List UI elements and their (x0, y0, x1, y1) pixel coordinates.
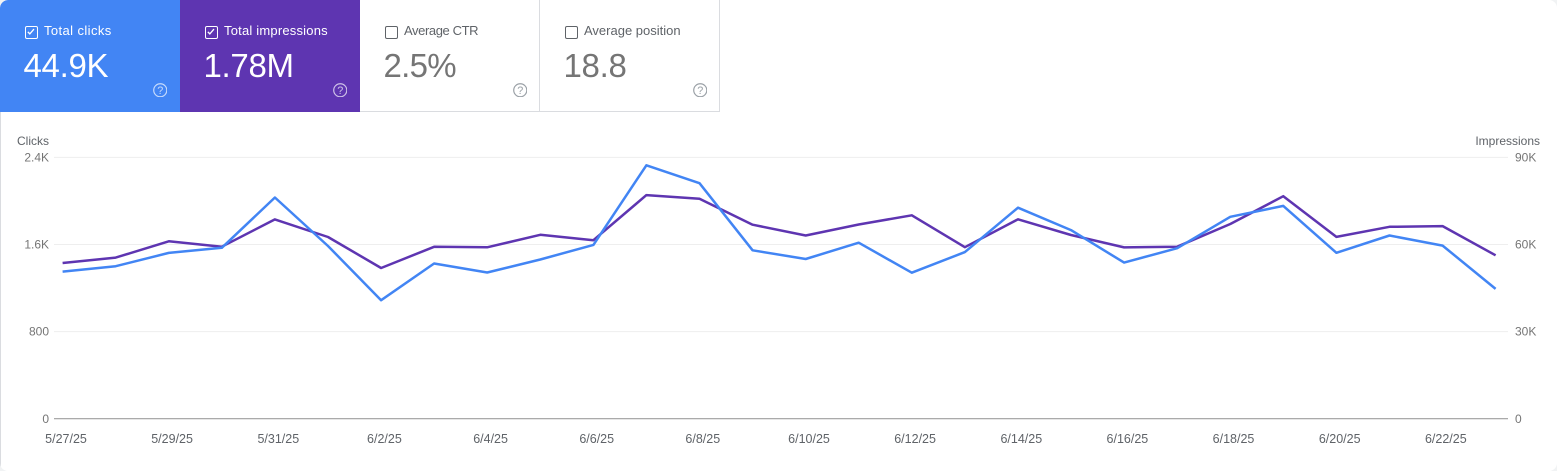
svg-text:30K: 30K (1515, 325, 1536, 339)
svg-text:?: ? (517, 84, 523, 96)
svg-text:60K: 60K (1515, 238, 1536, 252)
svg-text:6/12/25: 6/12/25 (894, 432, 936, 446)
svg-text:800: 800 (29, 325, 49, 339)
svg-text:6/10/25: 6/10/25 (788, 432, 830, 446)
svg-text:90K: 90K (1515, 151, 1536, 165)
svg-text:0: 0 (1515, 412, 1522, 426)
svg-text:5/27/25: 5/27/25 (45, 432, 87, 446)
svg-text:6/2/25: 6/2/25 (367, 432, 402, 446)
svg-text:6/22/25: 6/22/25 (1425, 432, 1467, 446)
svg-text:2.4K: 2.4K (24, 151, 49, 165)
svg-text:?: ? (337, 84, 343, 96)
svg-text:5/31/25: 5/31/25 (257, 432, 299, 446)
svg-text:0: 0 (42, 412, 49, 426)
svg-text:6/6/25: 6/6/25 (579, 432, 614, 446)
svg-text:1.6K: 1.6K (24, 238, 49, 252)
svg-text:Impressions: Impressions (1475, 134, 1540, 148)
svg-text:6/16/25: 6/16/25 (1107, 432, 1149, 446)
svg-text:6/8/25: 6/8/25 (685, 432, 720, 446)
svg-text:6/20/25: 6/20/25 (1319, 432, 1361, 446)
svg-text:6/18/25: 6/18/25 (1213, 432, 1255, 446)
svg-text:Clicks: Clicks (17, 134, 49, 148)
svg-text:5/29/25: 5/29/25 (151, 432, 193, 446)
svg-text:6/4/25: 6/4/25 (473, 432, 508, 446)
svg-text:6/14/25: 6/14/25 (1000, 432, 1042, 446)
svg-text:?: ? (157, 84, 163, 96)
svg-text:?: ? (697, 84, 703, 96)
